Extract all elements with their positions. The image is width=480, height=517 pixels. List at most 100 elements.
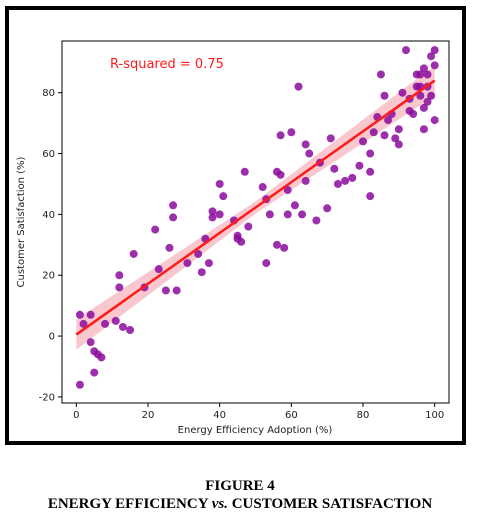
data-point xyxy=(197,268,206,277)
data-point xyxy=(169,201,178,210)
data-point xyxy=(330,164,339,173)
y-axis-label: Customer Satisfaction (%) xyxy=(16,156,27,287)
y-tick-label: 60 xyxy=(42,149,55,160)
data-point xyxy=(208,213,217,222)
data-point xyxy=(298,210,307,219)
data-point xyxy=(380,91,389,100)
data-point xyxy=(398,88,407,97)
data-point xyxy=(273,240,281,249)
caption-right: CUSTOMER SATISFACTION xyxy=(231,496,433,512)
caption-left: ENERGY EFFICIENCY xyxy=(47,496,208,512)
data-point xyxy=(237,237,246,246)
data-point xyxy=(384,116,393,125)
data-point xyxy=(312,216,321,225)
data-point xyxy=(215,210,224,219)
data-point xyxy=(359,137,367,146)
data-point xyxy=(366,167,375,176)
data-point xyxy=(301,176,310,185)
y-tick-label: 20 xyxy=(42,271,55,282)
data-point xyxy=(427,91,436,100)
data-point xyxy=(262,259,271,268)
data-point xyxy=(301,140,310,149)
data-point xyxy=(290,201,299,210)
x-tick-label: 60 xyxy=(285,410,298,421)
data-point xyxy=(161,286,170,295)
data-point xyxy=(118,322,127,331)
data-point xyxy=(283,210,292,219)
data-point xyxy=(287,128,296,137)
data-point xyxy=(208,207,217,216)
data-point xyxy=(276,131,285,140)
plot-area-border xyxy=(61,40,450,404)
data-point xyxy=(240,167,249,176)
data-point xyxy=(419,64,428,73)
data-point xyxy=(129,249,138,258)
data-point xyxy=(326,134,335,143)
data-point xyxy=(219,192,228,201)
data-point xyxy=(305,149,314,158)
data-point xyxy=(154,265,163,274)
data-point xyxy=(341,176,350,185)
x-tick-label: 0 xyxy=(73,410,79,421)
data-point xyxy=(115,283,124,292)
data-point xyxy=(376,70,385,79)
data-point xyxy=(419,125,428,134)
data-point xyxy=(215,179,224,188)
x-axis-label: Energy Efficiency Adoption (%) xyxy=(178,425,333,436)
data-point xyxy=(380,131,389,140)
data-point xyxy=(430,46,439,55)
data-point xyxy=(204,259,213,268)
x-tick-label: 80 xyxy=(357,410,370,421)
data-point xyxy=(427,52,436,61)
data-point xyxy=(79,319,88,328)
data-point xyxy=(244,222,253,231)
data-point xyxy=(366,149,375,158)
data-point xyxy=(86,310,95,319)
data-point xyxy=(333,179,342,188)
data-point xyxy=(402,46,410,55)
data-point xyxy=(394,125,403,134)
data-point xyxy=(97,353,106,362)
figure-number: FIGURE 4 xyxy=(205,478,275,494)
data-point xyxy=(294,82,303,91)
data-point xyxy=(101,319,109,328)
data-point xyxy=(111,316,120,325)
data-point xyxy=(90,368,99,377)
data-point xyxy=(115,271,124,280)
data-point xyxy=(409,110,418,119)
figure-caption: ENERGY EFFICIENCY vs. CUSTOMER SATISFACT… xyxy=(0,496,480,513)
data-point xyxy=(419,103,428,112)
data-point xyxy=(183,259,192,268)
data-point xyxy=(423,70,432,79)
data-point xyxy=(276,170,285,179)
data-point xyxy=(172,286,181,295)
data-point xyxy=(75,380,84,389)
data-point xyxy=(151,225,160,234)
y-tick-label: 0 xyxy=(49,332,55,343)
data-point xyxy=(423,97,432,106)
data-point xyxy=(194,249,203,258)
y-tick-label: 40 xyxy=(42,210,55,221)
data-point xyxy=(369,128,378,137)
scatter-chart: 0 20 40 60 80 100 -20 0 20 40 60 80 R-squared = 0.7… xyxy=(16,40,450,436)
data-point xyxy=(86,338,95,347)
data-point xyxy=(280,243,289,252)
caption-vs: vs. xyxy=(211,496,228,512)
data-point xyxy=(75,310,84,319)
data-points-layer xyxy=(75,46,439,389)
data-point xyxy=(233,231,242,240)
data-point xyxy=(430,61,439,70)
axis-ticks-layer: 0 20 40 60 80 100 -20 0 20 40 60 80 xyxy=(39,88,445,421)
data-point xyxy=(394,140,403,149)
data-point xyxy=(258,183,267,192)
x-tick-label: 100 xyxy=(425,410,444,421)
data-point xyxy=(416,70,425,79)
data-point xyxy=(391,134,400,143)
data-point xyxy=(416,91,425,100)
data-point xyxy=(348,173,357,182)
y-tick-label: 80 xyxy=(42,88,55,99)
x-tick-label: 40 xyxy=(213,410,226,421)
data-point xyxy=(165,243,174,252)
y-tick-label: -20 xyxy=(39,392,55,403)
data-point xyxy=(169,213,178,222)
